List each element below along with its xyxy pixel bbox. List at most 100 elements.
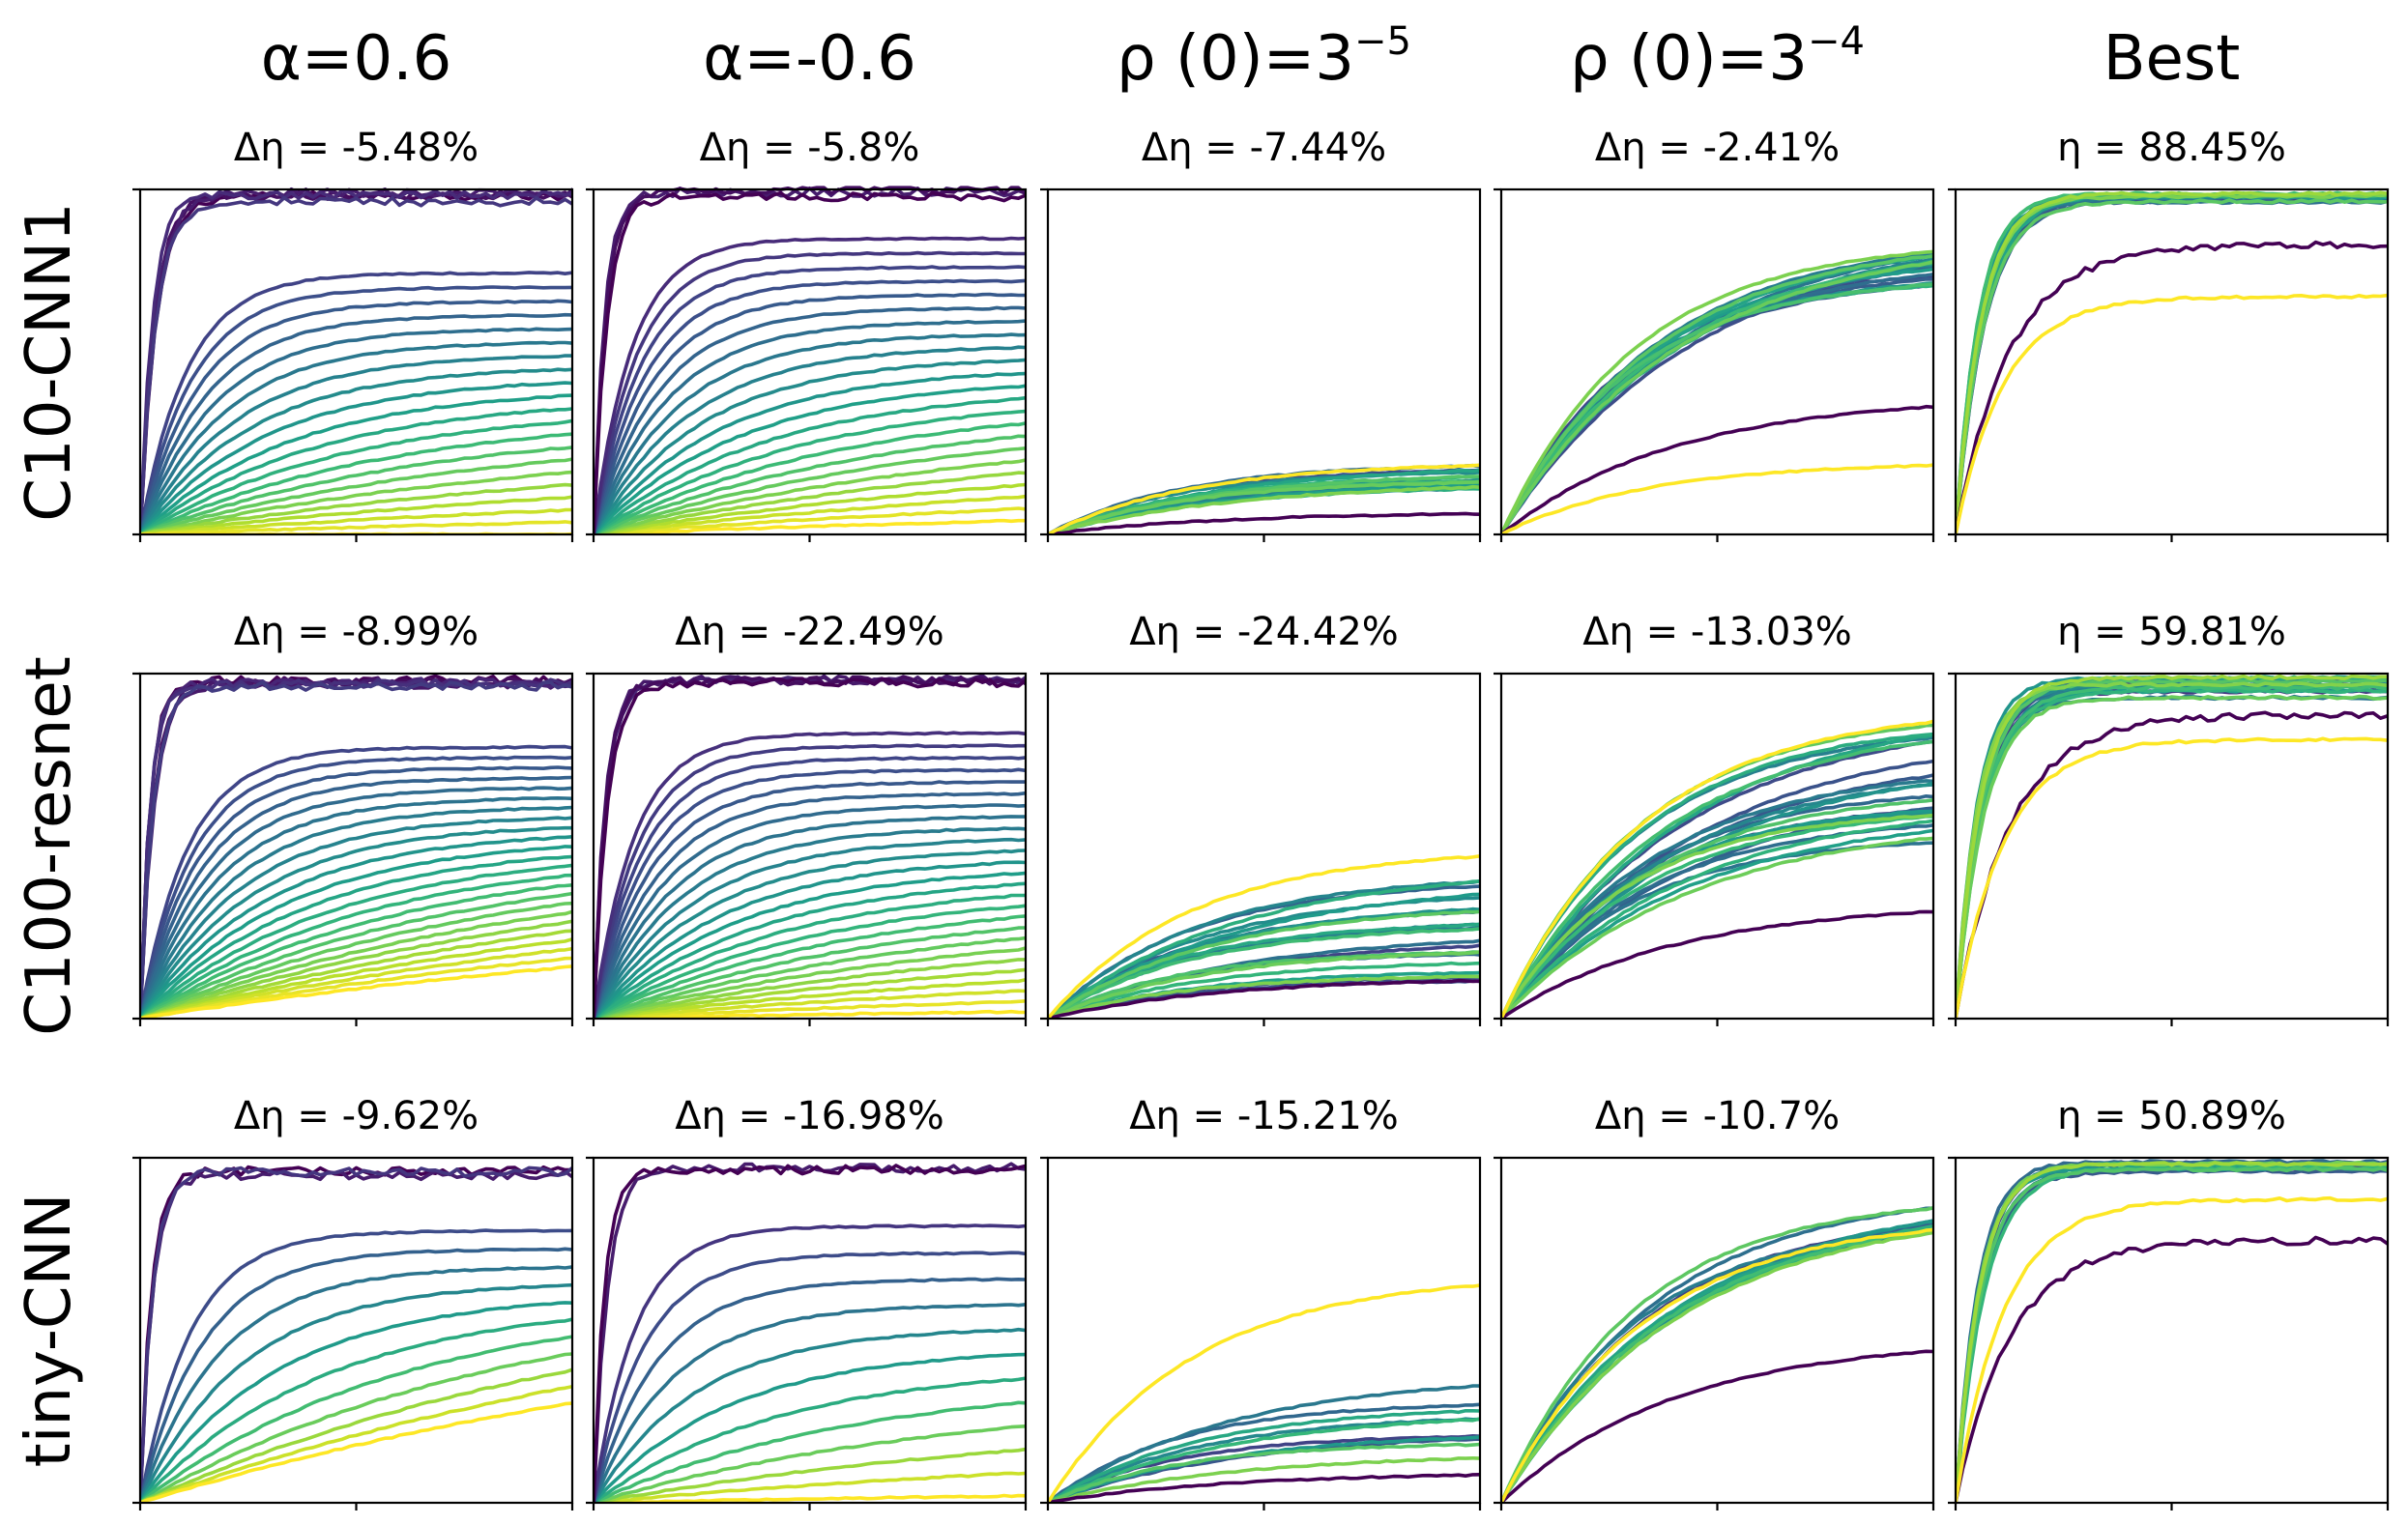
axes-frame bbox=[138, 1156, 574, 1505]
panel-subtitle: Δη = -13.03% bbox=[1582, 610, 1852, 654]
series-line bbox=[594, 1277, 1026, 1503]
series-line bbox=[1501, 779, 1933, 1019]
panel-subtitle: Δη = -24.42% bbox=[1129, 610, 1399, 654]
axes-frame bbox=[1499, 187, 1935, 536]
panel-r3-c4: Δη = -10.7% bbox=[1494, 1094, 1935, 1511]
series-line bbox=[140, 901, 572, 1019]
series-line bbox=[594, 958, 1026, 1019]
series-line bbox=[1501, 254, 1933, 534]
series-line bbox=[1501, 719, 1933, 1019]
series-line bbox=[1501, 819, 1933, 1019]
series-line bbox=[1501, 463, 1933, 534]
series-line bbox=[1048, 878, 1480, 1019]
series-line bbox=[594, 1223, 1026, 1503]
series-line bbox=[594, 506, 1026, 534]
series-line bbox=[594, 278, 1026, 534]
series-line bbox=[140, 367, 572, 534]
series-line bbox=[594, 756, 1026, 1019]
panel-subtitle: Δη = -7.44% bbox=[1142, 126, 1386, 170]
series-line bbox=[1048, 1384, 1480, 1503]
series-line bbox=[1956, 674, 2388, 1019]
series-line bbox=[1048, 484, 1480, 534]
series-line bbox=[140, 816, 572, 1019]
series-line bbox=[594, 319, 1026, 534]
series-line bbox=[594, 871, 1026, 1019]
series-line bbox=[1501, 828, 1933, 1019]
series-line bbox=[1956, 293, 2388, 534]
panel-r1-c4: Δη = -2.41% bbox=[1494, 126, 1935, 542]
series-line bbox=[140, 765, 572, 1019]
series-line bbox=[1048, 1409, 1480, 1503]
series-line bbox=[1501, 263, 1933, 534]
series-line bbox=[1048, 892, 1480, 1019]
series-line bbox=[140, 845, 572, 1019]
series-line bbox=[594, 860, 1026, 1019]
series-line bbox=[1048, 1283, 1480, 1503]
panel-r1-c5: η = 88.45% bbox=[1948, 126, 2390, 542]
series-line bbox=[1501, 254, 1933, 534]
series-line bbox=[1956, 736, 2388, 1019]
series-line bbox=[140, 407, 572, 534]
series-line bbox=[140, 1228, 572, 1503]
series-line bbox=[140, 354, 572, 534]
series-line bbox=[140, 188, 572, 534]
series-line bbox=[140, 457, 572, 534]
series-line bbox=[140, 964, 572, 1019]
series-line bbox=[594, 518, 1026, 534]
series-line bbox=[1048, 974, 1480, 1019]
series-line bbox=[594, 236, 1026, 534]
axes-frame bbox=[1954, 187, 2390, 536]
series-line bbox=[140, 381, 572, 534]
series-line bbox=[140, 1265, 572, 1503]
series-line bbox=[1501, 909, 1933, 1019]
series-line bbox=[140, 863, 572, 1019]
series-line bbox=[594, 676, 1026, 1019]
series-line bbox=[594, 1164, 1026, 1503]
series-line bbox=[140, 1165, 572, 1503]
series-line bbox=[1501, 836, 1933, 1019]
series-line bbox=[594, 384, 1026, 534]
series-line bbox=[1956, 678, 2388, 1019]
series-line bbox=[594, 1251, 1026, 1503]
series-line bbox=[1501, 735, 1933, 1019]
row-title-3: tiny-CNN bbox=[14, 1194, 85, 1468]
series-line bbox=[1956, 1161, 2388, 1503]
series-line bbox=[1048, 1417, 1480, 1503]
series-line bbox=[594, 743, 1026, 1019]
column-title-5: Best bbox=[2103, 23, 2241, 95]
series-line bbox=[140, 755, 572, 1019]
series-line bbox=[1048, 463, 1480, 534]
series-line bbox=[140, 786, 572, 1019]
series-line bbox=[1048, 1442, 1480, 1503]
series-line bbox=[140, 507, 572, 534]
column-title-1: α=0.6 bbox=[261, 23, 452, 95]
panel-r2-c1: Δη = -8.99% bbox=[132, 610, 574, 1026]
series-line bbox=[1956, 682, 2388, 1019]
series-line bbox=[1501, 1228, 1933, 1503]
series-line bbox=[1501, 733, 1933, 1019]
series-line bbox=[1501, 259, 1933, 534]
series-line bbox=[140, 946, 572, 1019]
series-line bbox=[1956, 681, 2388, 1019]
series-line bbox=[140, 891, 572, 1019]
series-line bbox=[594, 358, 1026, 534]
series-line bbox=[1956, 195, 2388, 534]
series-line bbox=[1956, 194, 2388, 534]
series-line bbox=[140, 1301, 572, 1503]
panel-subtitle: Δη = -16.98% bbox=[675, 1094, 944, 1138]
series-line bbox=[1956, 1165, 2388, 1503]
series-line bbox=[594, 190, 1026, 534]
series-line bbox=[1956, 1159, 2388, 1503]
series-line bbox=[594, 791, 1026, 1019]
series-line bbox=[1956, 1165, 2388, 1503]
series-line bbox=[594, 935, 1026, 1019]
series-line bbox=[594, 1400, 1026, 1503]
panel-r3-c3: Δη = -15.21% bbox=[1040, 1094, 1482, 1511]
series-line bbox=[594, 395, 1026, 534]
panel-r2-c4: Δη = -13.03% bbox=[1494, 610, 1935, 1026]
series-line bbox=[1048, 950, 1480, 1019]
axes-frame bbox=[1954, 1156, 2390, 1505]
series-line bbox=[140, 919, 572, 1019]
series-line bbox=[1501, 739, 1933, 1019]
series-line bbox=[140, 929, 572, 1019]
